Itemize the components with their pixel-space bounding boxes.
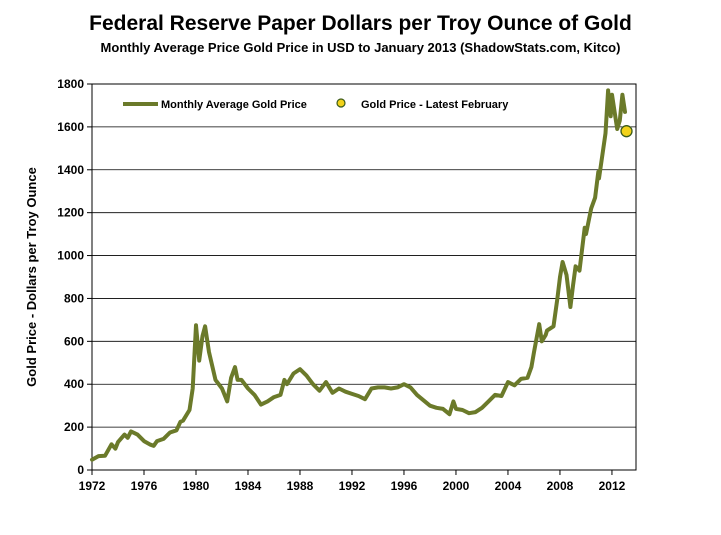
x-tick-label: 1996 xyxy=(391,479,418,493)
x-tick-label: 1972 xyxy=(79,479,106,493)
plot-frame xyxy=(91,83,637,471)
y-tick-label: 1800 xyxy=(57,77,84,91)
y-tick-label: 600 xyxy=(64,334,84,348)
y-tick-label: 1400 xyxy=(57,163,84,177)
y-tick-label: 400 xyxy=(64,377,84,391)
legend: Monthly Average Gold Price Gold Price - L… xyxy=(123,98,509,111)
x-tick-label: 2000 xyxy=(443,479,470,493)
x-tick-label: 1984 xyxy=(235,479,262,493)
series-line-monthly-average xyxy=(90,88,627,462)
y-axis-label: Gold Price - Dollars per Troy Ounce xyxy=(24,167,39,387)
x-tick-label: 1976 xyxy=(131,479,158,493)
x-tick-label: 1980 xyxy=(183,479,210,493)
legend-label-monthly: Monthly Average Gold Price xyxy=(161,99,307,111)
chart-title: Federal Reserve Paper Dollars per Troy O… xyxy=(89,12,632,35)
x-tick-label: 1988 xyxy=(287,479,314,493)
y-tick-label: 200 xyxy=(64,420,84,434)
y-tick-label: 0 xyxy=(77,463,84,477)
y-tick-label: 1000 xyxy=(57,249,84,263)
x-tick-label: 2004 xyxy=(495,479,522,493)
x-axis-ticks: 1972 1976 1980 1984 1988 1992 1996 2000 2004 2008… xyxy=(79,470,626,493)
legend-swatch-point xyxy=(336,98,346,108)
legend-label-latest: Gold Price - Latest February xyxy=(361,99,509,111)
grid-lines xyxy=(92,126,636,428)
series-layer xyxy=(90,88,633,462)
y-tick-label: 800 xyxy=(64,291,84,305)
y-tick-label: 1200 xyxy=(57,206,84,220)
latest-price-point xyxy=(620,125,633,138)
y-tick-label: 1600 xyxy=(57,120,84,134)
chart-subtitle: Monthly Average Price Gold Price in USD … xyxy=(100,40,621,55)
x-tick-label: 2008 xyxy=(547,479,574,493)
y-axis-ticks: 0 200 400 600 800 1000 1200 1400 1600 1800 xyxy=(57,77,92,477)
x-tick-label: 2012 xyxy=(599,479,626,493)
x-tick-label: 1992 xyxy=(339,479,366,493)
